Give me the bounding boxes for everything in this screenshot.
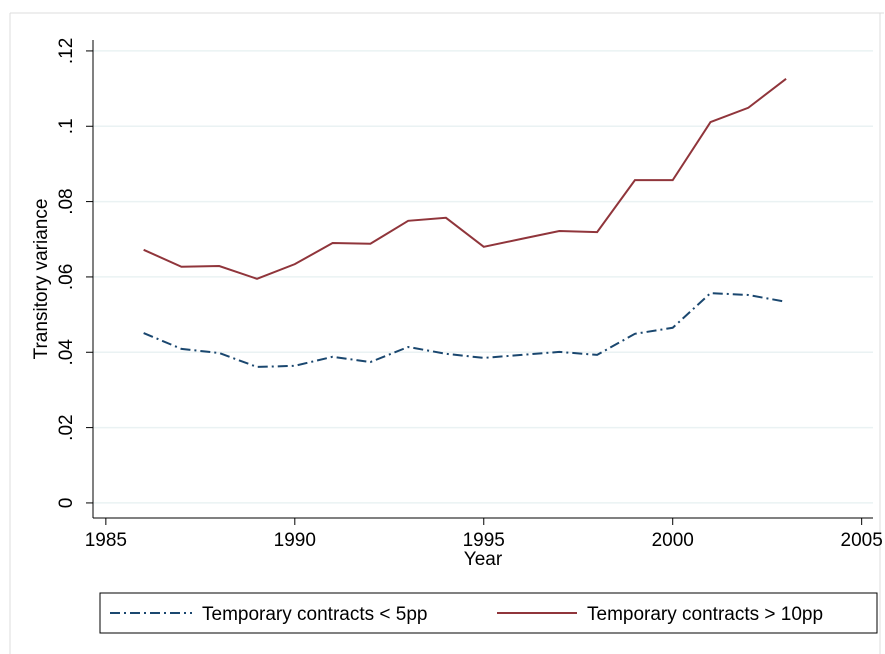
x-tick-label: 2000 (652, 530, 694, 551)
legend-label: Temporary contracts < 5pp (202, 604, 427, 625)
y-tick-label: 0 (56, 498, 77, 509)
y-tick-label: .1 (56, 118, 77, 134)
x-tick-label: 2005 (841, 530, 883, 551)
y-tick-label: .02 (56, 414, 77, 440)
x-tick-label: 1990 (274, 530, 316, 551)
x-axis-title: Year (464, 549, 503, 570)
series-line (143, 292, 787, 368)
series-line (143, 78, 787, 280)
y-tick-label: .06 (56, 264, 77, 290)
legend-label: Temporary contracts > 10pp (587, 604, 823, 625)
y-tick-label: .12 (56, 38, 77, 64)
y-tick-label: .04 (56, 339, 77, 366)
x-tick-label: 1995 (463, 530, 505, 551)
y-axis-title: Transitory variance (31, 199, 52, 360)
x-tick-label: 1985 (85, 530, 127, 551)
legend-box (99, 592, 878, 634)
y-tick-label: .08 (56, 188, 77, 214)
